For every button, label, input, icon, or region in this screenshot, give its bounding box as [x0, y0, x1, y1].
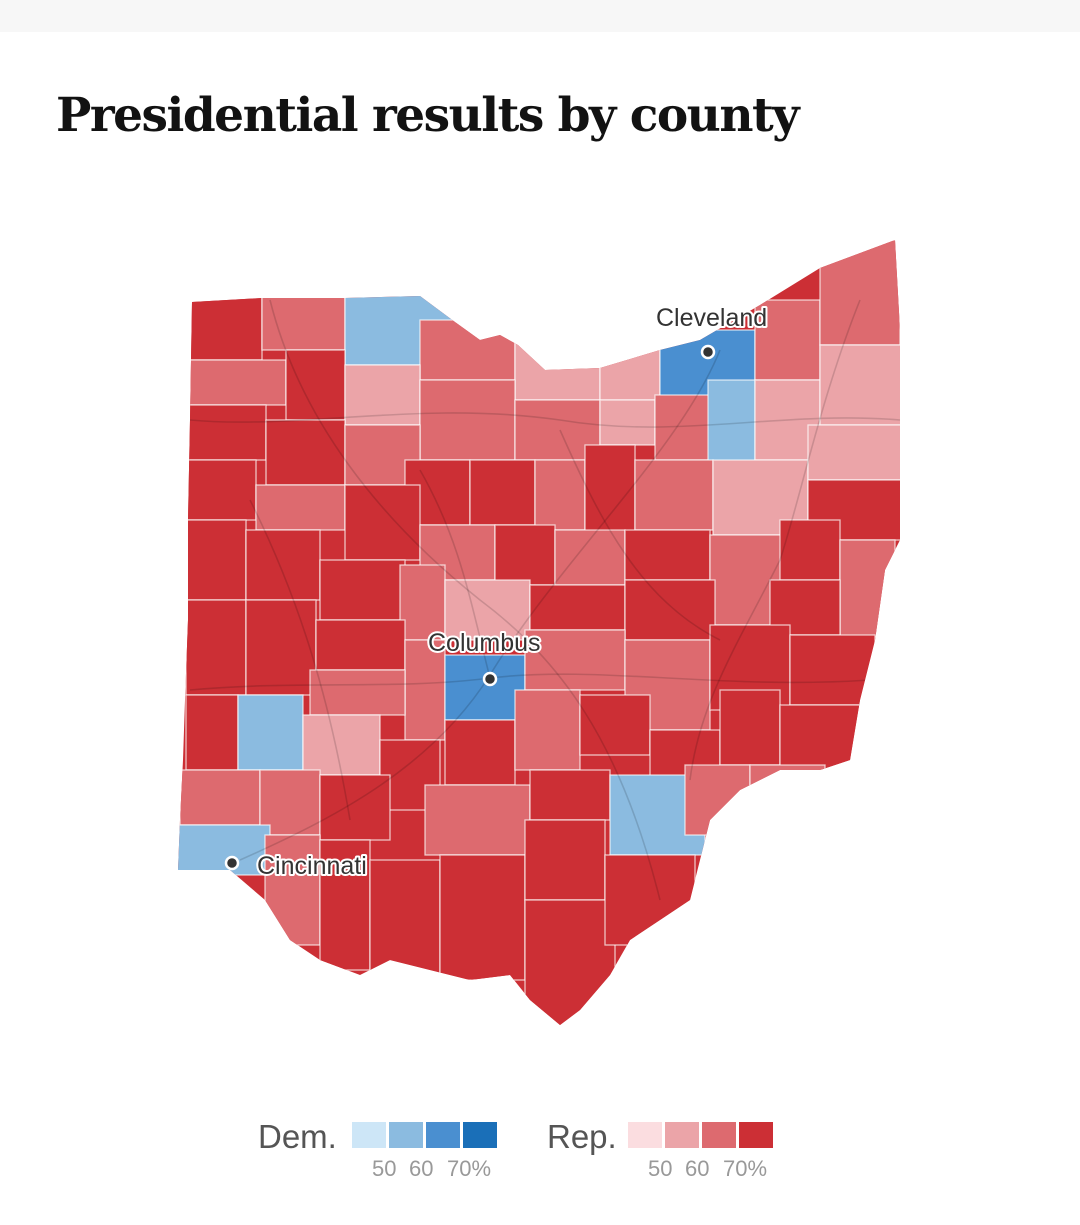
county [819, 344, 900, 426]
legend-swatch-rep-3 [702, 1122, 736, 1148]
county [514, 689, 581, 771]
county [819, 240, 900, 346]
legend-swatch-rep-1 [628, 1122, 662, 1148]
county-group [178, 240, 900, 1025]
county [285, 349, 346, 421]
county [185, 519, 247, 601]
county [839, 539, 896, 641]
county [707, 379, 756, 476]
legend-swatch-dem-4 [463, 1122, 497, 1148]
county [604, 854, 696, 946]
county [754, 299, 821, 381]
county [424, 784, 531, 856]
county [178, 824, 271, 876]
county [469, 459, 536, 526]
city-label-columbus: Columbus [428, 629, 541, 657]
legend-swatch-dem-1 [352, 1122, 386, 1148]
county [302, 714, 381, 776]
county [245, 529, 321, 601]
county [185, 359, 287, 406]
county [189, 294, 263, 361]
legend-rep-tick: 60 [685, 1156, 710, 1181]
county [319, 559, 406, 621]
city-dot [482, 671, 498, 687]
county [654, 394, 711, 461]
page-title: Presidential results by county [56, 88, 800, 143]
county [439, 854, 526, 981]
county [779, 704, 861, 771]
county [185, 599, 247, 696]
county [749, 764, 826, 821]
legend: Dem. 50 60 70% Rep. 50 60 70% [0, 1116, 1080, 1196]
legend-swatch-dem-2 [389, 1122, 423, 1148]
county [529, 584, 626, 631]
county [494, 524, 556, 586]
county [315, 619, 406, 671]
county [584, 444, 636, 536]
county [419, 319, 516, 381]
legend-dem-tick: 50 [372, 1156, 397, 1181]
city-label-cincinnati: Cincinnati [257, 852, 367, 880]
top-strip [0, 0, 1080, 32]
legend-dem-label: Dem. [258, 1118, 337, 1155]
county [599, 344, 661, 401]
city-dot [700, 344, 716, 360]
county [624, 579, 716, 641]
legend-swatch-rep-4 [739, 1122, 773, 1148]
county [599, 399, 656, 446]
county [261, 294, 346, 351]
county [444, 579, 531, 641]
legend-swatch-dem-3 [426, 1122, 460, 1148]
county [444, 654, 526, 721]
county [255, 484, 346, 531]
city-columbus: Columbus [426, 627, 543, 687]
legend-rep-tick: 70% [723, 1156, 768, 1181]
county [534, 459, 586, 531]
city-cincinnati: Cincinnati [224, 850, 369, 882]
legend-dem-tick: 60 [409, 1156, 434, 1181]
county [779, 519, 841, 581]
county [444, 719, 516, 786]
county [579, 694, 651, 756]
legend-swatch-rep-2 [665, 1122, 699, 1148]
county [524, 899, 616, 1025]
county [237, 694, 304, 771]
county [719, 689, 781, 766]
county [319, 774, 391, 841]
legend-rep-tick: 50 [648, 1156, 673, 1181]
county [524, 629, 626, 691]
county [807, 424, 900, 481]
city-label-cleveland: Cleveland [656, 304, 767, 332]
county [634, 459, 714, 531]
county [179, 769, 261, 826]
county [344, 364, 421, 426]
legend-dem-tick: 70% [447, 1156, 492, 1181]
county [265, 419, 346, 486]
county [344, 484, 421, 561]
legend-rep-label: Rep. [547, 1118, 617, 1155]
county [185, 694, 239, 771]
county [404, 639, 446, 741]
county [319, 839, 371, 971]
county [684, 764, 751, 836]
county [369, 859, 441, 976]
county [185, 459, 257, 521]
county [245, 599, 317, 696]
county [529, 769, 611, 821]
county [789, 634, 876, 706]
county [185, 404, 267, 461]
county [419, 379, 516, 461]
county [309, 669, 406, 716]
county [624, 529, 711, 581]
city-dot [224, 855, 240, 871]
city-cleveland: Cleveland [654, 302, 769, 360]
county [524, 819, 606, 901]
county [514, 339, 601, 401]
